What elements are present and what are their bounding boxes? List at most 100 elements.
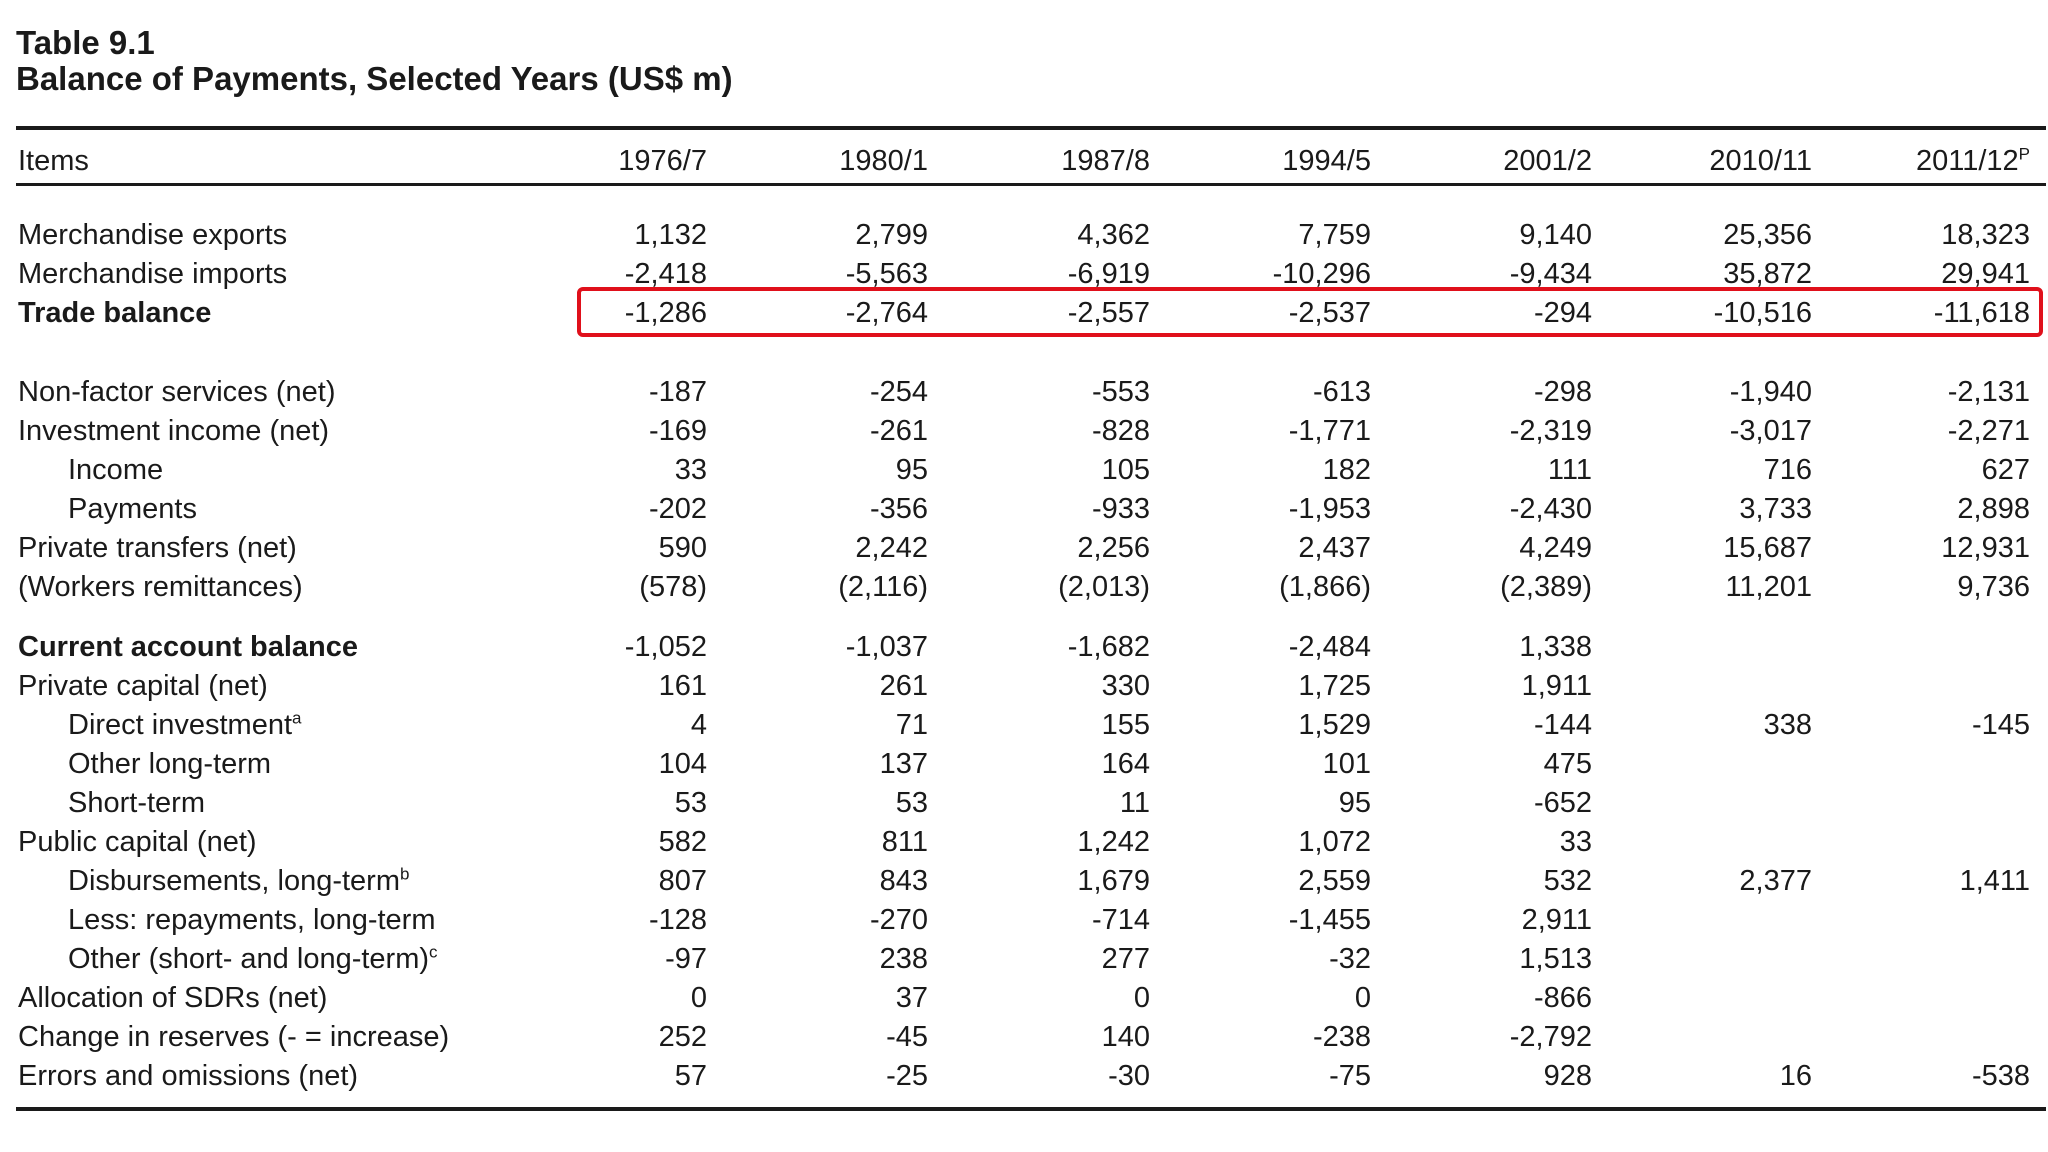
row-value: (578) (639, 571, 707, 603)
row-value: -866 (1533, 982, 1592, 1014)
row-value: 807 (658, 865, 707, 897)
row-value: 338 (1763, 709, 1812, 741)
row-value: 1,338 (1519, 631, 1592, 663)
row-value: 164 (1101, 748, 1150, 780)
row-value: 1,679 (1077, 865, 1150, 897)
row-value: 1,725 (1298, 670, 1371, 702)
row-value: -202 (648, 493, 707, 525)
row-value: 155 (1101, 709, 1150, 741)
row-label: Less: repayments, long-term (68, 904, 436, 936)
row-value: 1,529 (1298, 709, 1371, 741)
row-label: Payments (68, 493, 197, 525)
header-year: 2011/12P (1850, 141, 2030, 181)
header-year: 1976/7 (618, 145, 707, 177)
row-value: 843 (879, 865, 928, 897)
row-value: 2,377 (1739, 865, 1812, 897)
row-value: -187 (648, 376, 707, 408)
row-value: 590 (658, 532, 707, 564)
row-value: -2,557 (1067, 297, 1150, 329)
row-value: -2,792 (1509, 1021, 1592, 1053)
row-value: 29,941 (1941, 258, 2030, 290)
row-value: 161 (658, 670, 707, 702)
row-value: 137 (879, 748, 928, 780)
row-value: 261 (879, 670, 928, 702)
row-value: 252 (658, 1021, 707, 1053)
row-label: Current account balance (18, 631, 359, 663)
row-value: 0 (1354, 982, 1371, 1014)
row-label: Investment income (net) (18, 415, 330, 447)
table-row: Change in reserves (- = increase) 252 -4… (0, 1017, 2048, 1057)
row-label: Change in reserves (- = increase) (18, 1021, 450, 1053)
row-value: -128 (648, 904, 707, 936)
row-value: 1,513 (1519, 943, 1592, 975)
row-value: 532 (1543, 865, 1592, 897)
row-value: -294 (1533, 297, 1592, 329)
row-value: 11,201 (1725, 571, 1812, 603)
row-value: (2,389) (1500, 571, 1592, 603)
table-row: Investment income (net) -169 -261 -828 -… (0, 411, 2048, 451)
row-value: (1,866) (1279, 571, 1371, 603)
table-row: Short-term 53 53 11 95 -652 (0, 783, 2048, 823)
header-year: 2010/11 (1709, 145, 1812, 177)
row-value: 33 (1559, 826, 1592, 858)
row-value: 25,356 (1723, 219, 1812, 251)
row-value: -75 (1329, 1060, 1371, 1092)
row-value: 18,323 (1941, 219, 2030, 251)
row-label-text: Direct investment (68, 709, 293, 741)
row-value: -2,319 (1509, 415, 1592, 447)
row-value: 2,437 (1298, 532, 1371, 564)
row-value: -652 (1533, 787, 1592, 819)
table-row: Merchandise imports -2,418 -5,563 -6,919… (0, 254, 2048, 294)
row-value: 4 (690, 709, 707, 741)
row-value: 330 (1101, 670, 1150, 702)
row-value: -2,271 (1947, 415, 2030, 447)
row-value: -538 (1971, 1060, 2030, 1092)
row-value: -2,484 (1288, 631, 1371, 663)
row-value: -828 (1091, 415, 1150, 447)
row-label: Other (short- and long-term)c (68, 939, 438, 979)
table-row: Errors and omissions (net) 57 -25 -30 -7… (0, 1056, 2048, 1096)
row-value: -1,052 (624, 631, 707, 663)
row-value: 1,911 (1521, 670, 1592, 702)
row-label: Merchandise imports (18, 258, 288, 290)
row-value: 111 (1547, 454, 1592, 486)
bottom-rule (16, 1107, 2046, 1111)
row-value: -11,618 (1933, 297, 2030, 329)
row-value: -3,017 (1729, 415, 1812, 447)
table-row: Current account balance -1,052 -1,037 -1… (0, 627, 2048, 667)
row-value: -97 (665, 943, 707, 975)
row-value: 16 (1779, 1060, 1812, 1092)
row-value: 928 (1543, 1060, 1592, 1092)
row-value: 716 (1763, 454, 1812, 486)
header-year: 1980/1 (839, 145, 928, 177)
row-value: 1,132 (634, 219, 707, 251)
row-value: 2,911 (1521, 904, 1592, 936)
table-row: Other (short- and long-term)c -97 238 27… (0, 939, 2048, 979)
row-value: 182 (1322, 454, 1371, 486)
row-value: (2,116) (838, 571, 928, 603)
row-value: -553 (1091, 376, 1150, 408)
row-value: -2,418 (624, 258, 707, 290)
row-label: (Workers remittances) (18, 571, 303, 603)
row-value: -1,940 (1729, 376, 1812, 408)
table-row: (Workers remittances) (578) (2,116) (2,0… (0, 567, 2048, 607)
row-value: 11 (1119, 787, 1150, 819)
row-value: -2,764 (845, 297, 928, 329)
row-value: -25 (886, 1060, 928, 1092)
row-value: 627 (1981, 454, 2030, 486)
row-label: Other long-term (68, 748, 272, 780)
row-value: 57 (674, 1060, 707, 1092)
row-value: -1,953 (1288, 493, 1371, 525)
row-value: 0 (1133, 982, 1150, 1014)
row-value: 1,072 (1298, 826, 1371, 858)
row-value: 104 (658, 748, 707, 780)
row-value: -32 (1329, 943, 1371, 975)
row-value: -2,537 (1288, 297, 1371, 329)
row-value: -298 (1533, 376, 1592, 408)
table-title-number: Table 9.1 (16, 24, 155, 61)
table-row: Direct investmenta 4 71 155 1,529 -144 3… (0, 705, 2048, 745)
row-value: -2,430 (1509, 493, 1592, 525)
table-row: Merchandise exports 1,132 2,799 4,362 7,… (0, 215, 2048, 255)
row-value: 105 (1101, 454, 1150, 486)
row-value: 1,242 (1077, 826, 1150, 858)
